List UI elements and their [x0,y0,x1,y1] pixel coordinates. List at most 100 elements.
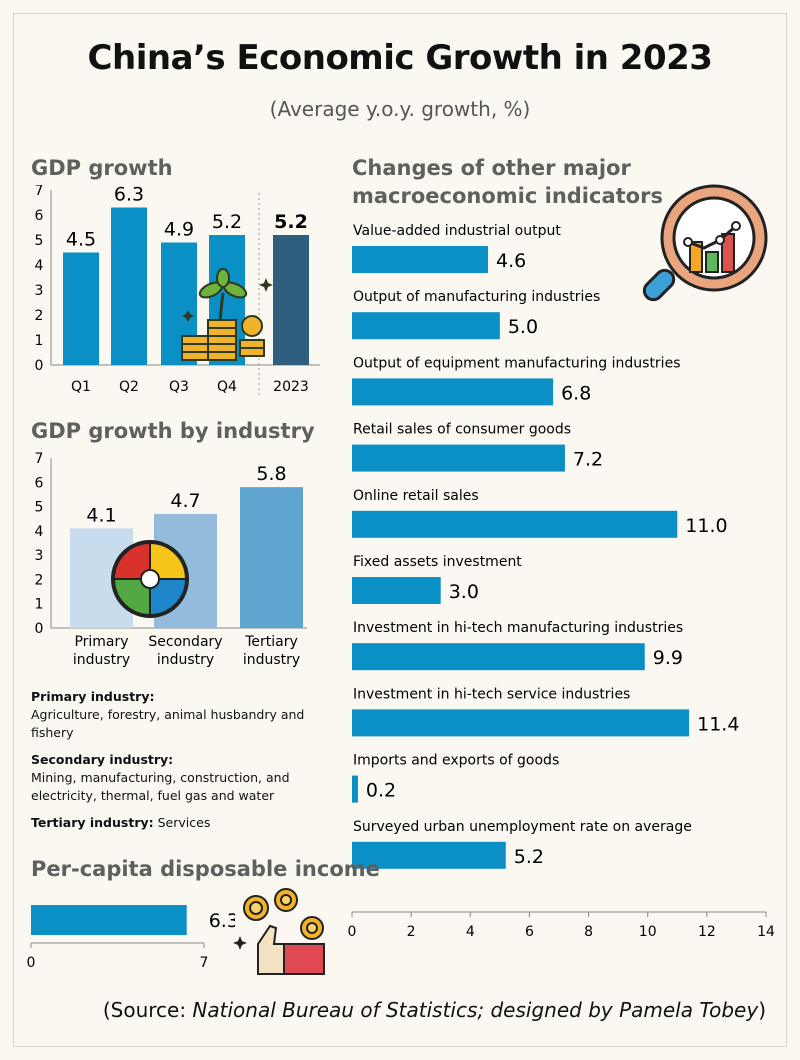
industry-growth-title: GDP growth by industry [31,419,315,443]
y-tick-label: 3 [35,283,44,299]
indicator-label: Surveyed urban unemployment rate on aver… [353,819,692,835]
indicator-value-label: 3.0 [449,581,479,603]
indicator-bar [352,510,678,538]
indicator-bar [352,444,565,472]
indicators-title: Changes of other major macroeconomic ind… [352,154,663,210]
indicator-label: Output of equipment manufacturing indust… [353,355,680,371]
indicator-value-label: 4.6 [496,250,526,272]
y-tick-label: 5 [35,500,44,516]
source-open: (Source: [102,998,193,1022]
gdp-growth-chart: 0 1 2 3 4 5 6 7 4.5 Q1 6.3 Q2 4.9 Q3 5.2 Q4 5.2 2023 [35,185,320,395]
gdp-bar [273,235,309,365]
tertiary-note-heading: Tertiary industry: [31,815,154,830]
x-tick-label: 0 [27,955,36,971]
page-subtitle: (Average y.o.y. growth, %) [269,97,531,121]
industry-category-label: Primary [74,634,128,650]
gdp-value-label: 4.5 [66,229,96,251]
income-value-label: 6.3 [209,910,235,932]
gdp-bar [63,252,99,365]
gdp-category-label: Q4 [217,379,237,395]
industry-category-label: Secondary [148,634,222,650]
industry-value-label: 5.8 [256,463,286,485]
indicator-label: Imports and exports of goods [353,753,559,769]
coins-thumbs-up-icon [233,888,325,975]
x-tick-label: 4 [466,924,475,940]
indicator-bar [352,246,489,273]
industry-category-label: industry [73,652,130,668]
indicator-bar [352,643,645,671]
indicator-value-label: 5.2 [514,846,544,868]
gdp-growth-title: GDP growth [31,156,173,180]
indicator-value-label: 11.0 [685,515,727,537]
coins-sprout-icon [181,268,273,361]
indicator-label: Fixed assets investment [353,554,522,570]
indicator-bar [352,378,554,406]
indicator-value-label: 7.2 [573,449,603,471]
industry-notes: Primary industry: Agriculture, forestry, … [31,688,321,841]
y-tick-label: 6 [35,475,44,491]
y-tick-label: 4 [35,524,44,540]
indicator-bar [352,775,358,803]
indicator-label: Investment in hi-tech manufacturing indu… [353,620,683,636]
industry-category-label: industry [157,652,214,668]
industry-category-label: Tertiary [244,634,298,650]
source-note: (Source: National Bureau of Statistics; … [103,998,766,1022]
indicators-chart: Value-added industrial output 4.6 Output o… [348,223,775,940]
income-title: Per-capita disposable income [31,857,380,881]
gdp-bar [111,207,147,365]
gdp-value-label: 4.9 [164,219,194,241]
y-tick-label: 3 [35,548,44,564]
indicator-label: Online retail sales [353,488,479,504]
indicator-value-label: 11.4 [697,713,739,735]
page-title: China’s Economic Growth in 2023 [87,38,713,78]
industry-value-label: 4.1 [86,504,116,526]
y-tick-label: 5 [35,233,44,249]
indicator-label: Output of manufacturing industries [353,289,600,305]
y-tick-label: 7 [35,185,44,199]
x-tick-label: 12 [698,924,716,940]
y-tick-label: 1 [35,333,44,349]
indicators-title-line-1: Changes of other major [352,156,631,180]
indicator-bar [352,709,690,737]
gdp-category-label: 2023 [273,379,309,395]
indicator-bar [352,841,506,869]
primary-note-text: Agriculture, forestry, animal husbandry … [31,707,305,740]
x-tick-label: 7 [200,955,209,971]
indicator-label: Investment in hi-tech service industries [353,686,630,702]
indicator-value-label: 9.9 [653,647,683,669]
infographic-frame [13,13,787,1047]
indicator-label: Retail sales of consumer goods [353,422,571,438]
gdp-value-label: 6.3 [114,185,144,206]
x-tick-label: 8 [584,924,593,940]
income-bar [31,905,187,935]
source-close: ) [758,998,766,1022]
y-tick-label: 2 [35,572,44,588]
primary-note-heading: Primary industry: [31,689,155,704]
y-tick-label: 7 [35,451,44,467]
income-chart: 6.3 0 7 [27,905,235,971]
y-tick-label: 2 [35,308,44,324]
industry-bar [240,487,303,628]
y-tick-label: 0 [35,358,44,374]
industry-value-label: 4.7 [170,490,200,512]
x-tick-label: 0 [348,924,357,940]
secondary-note-heading: Secondary industry: [31,752,174,767]
gdp-category-label: Q2 [119,379,139,395]
indicators-title-line-2: macroeconomic indicators [352,184,663,208]
gdp-category-label: Q3 [169,379,189,395]
x-tick-label: 14 [757,924,775,940]
secondary-note-text: Mining, manufacturing, construction, and… [31,770,290,803]
gdp-category-label: Q1 [71,379,91,395]
x-tick-label: 10 [639,924,657,940]
indicator-label: Value-added industrial output [353,223,561,239]
industry-category-label: industry [243,652,300,668]
indicator-bar [352,577,441,604]
magnifier-chart-icon [642,184,768,302]
y-tick-label: 4 [35,258,44,274]
y-tick-label: 6 [35,208,44,224]
x-tick-label: 2 [407,924,416,940]
gear-puzzle-icon [111,540,189,618]
y-tick-label: 0 [35,621,44,637]
indicator-value-label: 6.8 [561,382,591,404]
indicator-bar [352,312,500,340]
